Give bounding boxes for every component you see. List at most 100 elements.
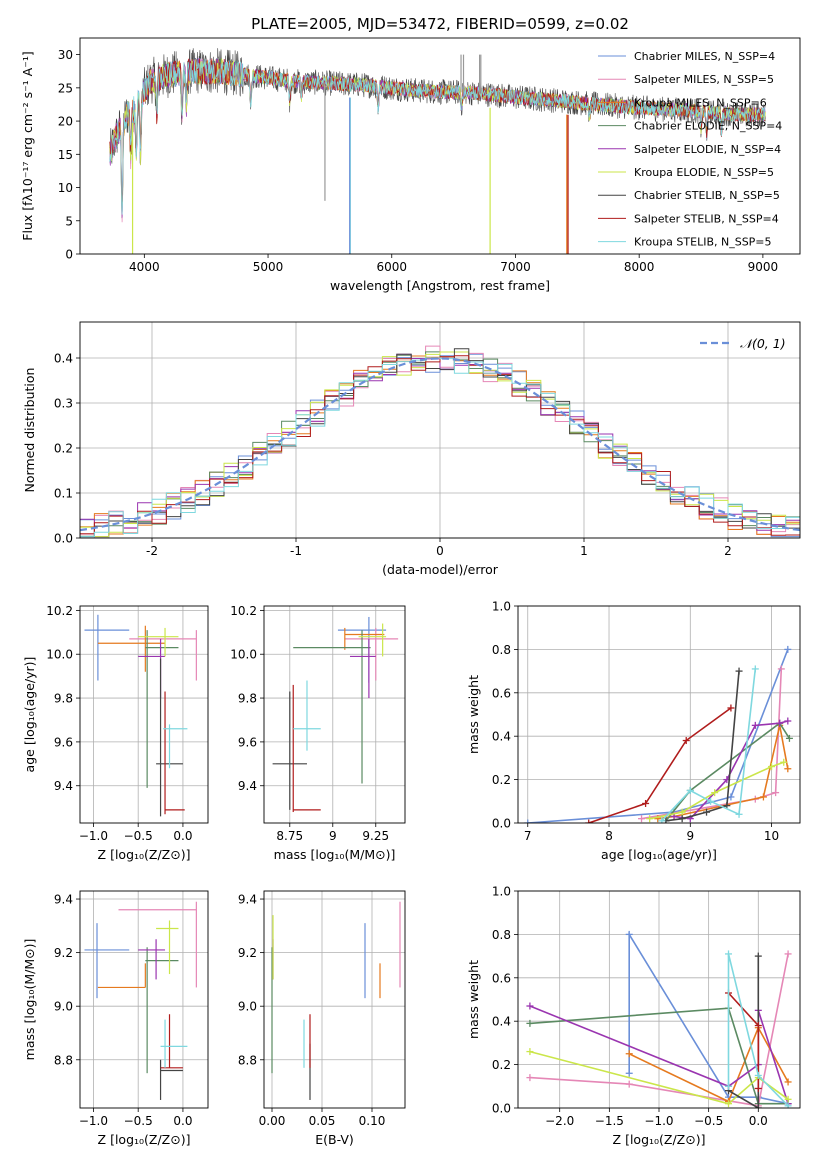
y-axis-label: Flux [fλ10⁻¹⁷ erg cm⁻² s⁻¹ A⁻¹] bbox=[20, 51, 35, 240]
series-line bbox=[665, 722, 791, 822]
grid bbox=[518, 890, 800, 1109]
series-marker bbox=[754, 1084, 762, 1092]
x-tick-label: 0.0 bbox=[173, 829, 192, 843]
x-tick-label: 0.0 bbox=[749, 1114, 768, 1128]
x-tick-label: 0.05 bbox=[309, 1114, 336, 1128]
axes-frame bbox=[517, 605, 801, 824]
x-tick-label: 10 bbox=[764, 829, 779, 843]
series-marker bbox=[727, 793, 735, 801]
y-tick-label: 9.6 bbox=[238, 735, 257, 749]
errorbar-point bbox=[84, 614, 130, 681]
series-marker bbox=[735, 810, 743, 818]
series-marker bbox=[524, 819, 532, 823]
y-tick-label: 0.8 bbox=[492, 643, 511, 657]
errorbar-point bbox=[129, 630, 197, 681]
series-marker bbox=[625, 1069, 633, 1077]
series-marker bbox=[678, 815, 686, 823]
series-marker bbox=[768, 763, 776, 771]
x-axis-label: Z [log₁₀(Z/Z⊙)] bbox=[98, 1132, 191, 1147]
series-marker bbox=[772, 789, 780, 797]
series-marker bbox=[725, 1082, 733, 1090]
y-tick-label: 0.4 bbox=[492, 1015, 511, 1029]
axes-frame bbox=[79, 890, 209, 1109]
plot-area bbox=[80, 345, 800, 538]
errorbar-point bbox=[145, 947, 179, 1074]
series-marker bbox=[754, 1071, 762, 1079]
y-tick-label: 0.3 bbox=[54, 397, 73, 411]
series-line bbox=[728, 956, 760, 1108]
y-tick-label: 9.4 bbox=[54, 779, 73, 793]
series-marker bbox=[776, 719, 784, 727]
x-tick-label: 0.10 bbox=[359, 1114, 386, 1128]
y-axis-label: age [log₁₀(age/yr)] bbox=[22, 657, 37, 773]
series-marker bbox=[686, 786, 694, 794]
series-marker bbox=[707, 797, 715, 805]
y-tick-label: 10.0 bbox=[230, 648, 257, 662]
errorbar-point bbox=[160, 1019, 188, 1068]
legend-label: Chabrier STELIB, N_SSP=5 bbox=[634, 189, 780, 202]
y-tick-label: 0.2 bbox=[492, 773, 511, 787]
axes-frame bbox=[263, 605, 406, 824]
y-tick-label: 0.8 bbox=[492, 928, 511, 942]
x-tick-label: -1 bbox=[290, 544, 302, 558]
x-tick-label: −2.0 bbox=[545, 1114, 574, 1128]
plot-area bbox=[109, 48, 766, 254]
series-marker bbox=[777, 665, 785, 673]
y-axis-label: Normed distribution bbox=[22, 368, 37, 493]
errorbar-point bbox=[118, 901, 197, 988]
series-marker bbox=[727, 704, 735, 712]
y-tick-label: 9.2 bbox=[54, 946, 73, 960]
errorbar-point bbox=[358, 623, 387, 657]
x-tick-label: 7 bbox=[524, 829, 532, 843]
figure-title: PLATE=2005, MJD=53472, FIBERID=0599, z=0… bbox=[251, 15, 629, 33]
errorbar-point bbox=[97, 963, 146, 989]
series-line bbox=[588, 707, 732, 823]
x-tick-label: 8000 bbox=[624, 260, 655, 274]
series-marker bbox=[646, 815, 654, 823]
y-tick-label: 25 bbox=[58, 81, 73, 95]
panel-weight-vs-age: 7 8 9 10 0.0 0.2 0.4 0.6 0.8 1.0 age [log₁₀(age/yr… bbox=[466, 600, 801, 862]
y-tick-label: 9.8 bbox=[54, 692, 73, 706]
x-tick-label: 9 bbox=[329, 829, 337, 843]
series-marker bbox=[785, 734, 793, 742]
x-tick-label: −0.5 bbox=[124, 1114, 153, 1128]
x-tick-label: −1.0 bbox=[644, 1114, 673, 1128]
series-line bbox=[727, 953, 789, 1107]
x-tick-label: 5000 bbox=[253, 260, 284, 274]
errorbar-point bbox=[138, 627, 179, 657]
series-marker bbox=[725, 1100, 733, 1108]
y-tick-label: 0.2 bbox=[54, 442, 73, 456]
series-marker bbox=[784, 765, 792, 773]
histogram-series bbox=[80, 357, 800, 538]
errorbar-point bbox=[97, 625, 166, 672]
errorbar-point bbox=[344, 627, 385, 650]
series-marker bbox=[784, 717, 792, 725]
x-tick-label: −0.5 bbox=[124, 829, 153, 843]
series-marker bbox=[735, 667, 743, 675]
errorbar-point bbox=[293, 680, 321, 751]
x-axis-label: wavelength [Angstrom, rest frame] bbox=[330, 278, 550, 293]
series-marker bbox=[642, 799, 650, 807]
y-axis-label: mass weight bbox=[466, 960, 481, 1039]
y-tick-label: 0.1 bbox=[54, 487, 73, 501]
series-marker bbox=[784, 950, 792, 958]
y-tick-label: 20 bbox=[58, 115, 73, 129]
x-axis-label: mass [log₁₀(M/M⊙)] bbox=[274, 847, 396, 862]
y-tick-label: 15 bbox=[58, 148, 73, 162]
legend-label: Chabrier MILES, N_SSP=4 bbox=[634, 50, 775, 63]
x-tick-label: 8 bbox=[605, 829, 613, 843]
series-line bbox=[529, 1050, 789, 1105]
x-axis-label: E(B-V) bbox=[315, 1132, 354, 1147]
errorbar-point bbox=[164, 691, 185, 815]
series-marker bbox=[526, 1048, 534, 1056]
legend-label: Chabrier ELODIE, N_SSP=4 bbox=[634, 120, 782, 133]
grid bbox=[518, 605, 800, 824]
series-marker bbox=[526, 1002, 534, 1010]
y-tick-label: 0.6 bbox=[492, 686, 511, 700]
legend-label: Salpeter STELIB, N_SSP=4 bbox=[634, 212, 779, 225]
series-marker bbox=[682, 737, 690, 745]
series-line bbox=[665, 671, 740, 822]
errorbar-point bbox=[84, 923, 130, 999]
series-marker bbox=[751, 721, 759, 729]
